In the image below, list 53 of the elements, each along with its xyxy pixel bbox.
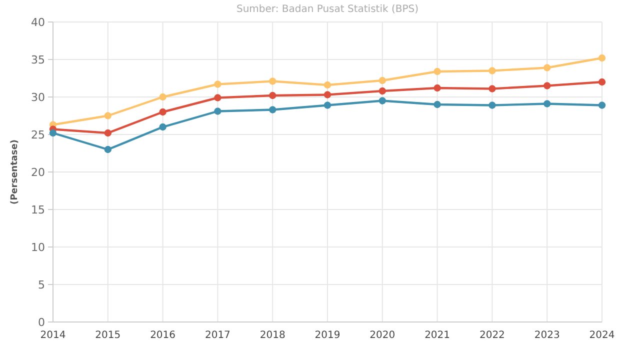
x-tick-label: 2014 [40,330,66,341]
point [378,76,386,84]
y-axis-title: (Persentase) [10,139,20,205]
point [324,102,332,109]
y-tick-label: 15 [31,203,45,216]
point [378,87,386,95]
x-tick-label: 2020 [370,330,396,341]
point [488,85,496,92]
x-tick-label: 2019 [314,330,340,341]
point [598,78,606,86]
point [324,81,332,89]
point [598,102,606,109]
point [214,80,222,88]
point [214,94,222,102]
y-tick-label: 5 [38,278,45,292]
point [269,106,276,114]
y-tick-label: 20 [31,166,45,179]
point [488,102,496,109]
x-tick-label: 2017 [204,330,230,341]
point [598,54,606,62]
y-tick-label: 10 [31,240,45,254]
chart-subtitle: Sumber: Badan Pusat Statistik (BPS) [236,4,419,15]
y-tick-label: 0 [38,316,45,329]
point [159,93,166,101]
point [434,84,441,92]
point [378,97,386,104]
y-tick-label: 30 [31,90,45,104]
point [104,129,112,137]
point [544,64,551,72]
point [269,78,276,85]
x-tick-label: 2022 [479,330,505,341]
point [49,129,57,137]
point [214,108,222,115]
x-tick-label: 2015 [95,330,121,341]
x-tick-label: 2023 [534,330,560,341]
point [544,100,551,108]
point [434,100,441,108]
y-tick-label: 35 [31,53,45,66]
point [324,91,332,98]
point [159,108,166,116]
point [488,67,496,74]
point [434,68,441,76]
x-tick-label: 2024 [589,330,615,341]
x-tick-label: 2016 [150,330,176,341]
y-tick-label: 25 [31,128,45,142]
point [159,123,166,131]
y-tick-label: 40 [31,16,45,29]
point [544,82,551,90]
point [104,146,112,154]
point [104,112,112,120]
x-tick-label: 2021 [424,330,450,341]
x-tick-label: 2018 [260,330,286,341]
point [269,92,276,100]
